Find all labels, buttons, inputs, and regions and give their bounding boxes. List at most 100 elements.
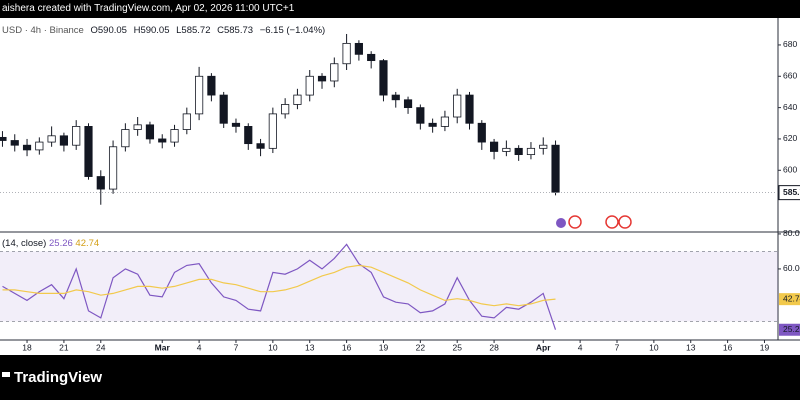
change: −6.15 (−1.04%) — [259, 25, 326, 36]
candle-body — [539, 144, 548, 149]
candle-body — [440, 116, 450, 127]
x-tick-label: 19 — [379, 342, 389, 352]
candle-body — [0, 136, 7, 141]
candle-body — [391, 94, 400, 101]
candle-body — [207, 75, 216, 96]
candle-body — [219, 94, 228, 124]
last-price-label: 585.73 — [783, 187, 800, 197]
candle-body — [379, 60, 388, 96]
candle-body — [195, 75, 204, 115]
x-tick-label: 24 — [96, 342, 106, 352]
candle-body — [268, 113, 277, 149]
ma-value: 42.74 — [75, 238, 100, 249]
candle-body — [403, 99, 413, 109]
candle-body — [428, 122, 437, 127]
candle-body — [551, 144, 560, 193]
rsi-y-tick-label: 60.00 — [783, 263, 800, 273]
candle-body — [84, 126, 93, 177]
x-tick-label: 10 — [268, 342, 278, 352]
x-tick-label: 7 — [234, 342, 239, 352]
candle-body — [416, 107, 425, 124]
symbol: USD · 4h · Binance — [2, 25, 84, 36]
logo-icon — [2, 372, 10, 377]
event-icon[interactable] — [556, 218, 566, 228]
candle-body — [502, 147, 511, 152]
x-tick-label: 4 — [197, 342, 202, 352]
candle-body — [281, 104, 290, 115]
header-text: aishera created with TradingView.com, Ap… — [2, 3, 295, 14]
candle-body — [35, 141, 44, 151]
candle-body — [342, 42, 351, 65]
candle-body — [256, 143, 265, 149]
candle-body — [108, 146, 118, 190]
x-tick-label: Apr — [536, 342, 551, 352]
candle-body — [96, 176, 105, 190]
high: H590.05 — [133, 25, 170, 36]
candle-body — [317, 75, 327, 82]
event-icons[interactable] — [556, 215, 632, 229]
x-tick-label: 13 — [305, 342, 315, 352]
low: L585.72 — [176, 25, 211, 36]
candle-body — [72, 126, 81, 146]
candle-body — [305, 75, 314, 96]
y-tick-label: 600 — [783, 165, 797, 175]
y-tick-label: 640 — [783, 102, 797, 112]
rsi-band — [0, 251, 778, 322]
x-tick-label: 22 — [416, 342, 426, 352]
candle-body — [477, 122, 486, 143]
open: O590.05 — [90, 25, 127, 36]
x-tick-label: Mar — [155, 342, 171, 352]
candle-body — [10, 140, 19, 146]
rsi-value: 25.26 — [49, 238, 73, 249]
candle-body — [47, 135, 56, 143]
indicator-line — [2, 264, 556, 307]
event-icon[interactable] — [618, 215, 632, 229]
x-tick-label: 19 — [760, 342, 770, 352]
x-tick-label: 4 — [578, 342, 583, 352]
indicator-legend: (14, close) 25.26 42.74 — [2, 238, 99, 249]
price-legend: USD · 4h · Binance O590.05 H590.05 L585.… — [2, 25, 329, 36]
last-price-box — [778, 185, 800, 201]
candle-body — [244, 126, 253, 145]
candle-body — [145, 124, 155, 140]
x-tick-label: 16 — [342, 342, 352, 352]
footer-bar — [0, 355, 800, 400]
x-tick-label: 18 — [22, 342, 32, 352]
candle-body — [514, 147, 523, 156]
candle-body — [170, 129, 179, 143]
candle-body — [367, 53, 376, 62]
x-tick-label: 28 — [489, 342, 499, 352]
brand: TradingView — [14, 369, 103, 386]
y-tick-label: 680 — [783, 39, 797, 49]
candle-body — [354, 42, 363, 55]
candle-body — [231, 122, 241, 127]
x-tick-label: 10 — [649, 342, 659, 352]
candle-body — [330, 63, 339, 82]
header-bar — [0, 0, 800, 18]
close: C585.73 — [217, 25, 254, 36]
candle-body — [526, 147, 536, 156]
y-tick-label: 620 — [783, 133, 797, 143]
indicator-value-box — [779, 293, 800, 306]
candle-body — [22, 144, 32, 151]
x-tick-label: 7 — [615, 342, 620, 352]
y-tick-label: 660 — [783, 71, 797, 81]
indicator-value-box — [779, 323, 800, 336]
x-tick-label: 25 — [452, 342, 462, 352]
event-icon[interactable] — [605, 215, 619, 229]
candle-body — [293, 94, 302, 105]
indicator-value-label: 25.26 — [783, 324, 800, 334]
x-tick-label: 13 — [686, 342, 696, 352]
candle-body — [59, 135, 68, 146]
candle-body — [158, 138, 167, 143]
candle-body — [182, 113, 191, 130]
candle-body — [133, 124, 142, 130]
indicator-line — [2, 243, 557, 330]
candle-body — [453, 94, 462, 118]
x-tick-label: 16 — [723, 342, 733, 352]
candle-body — [489, 141, 499, 152]
event-icon[interactable] — [568, 215, 582, 229]
indicator-value-label: 42.74 — [783, 293, 800, 303]
